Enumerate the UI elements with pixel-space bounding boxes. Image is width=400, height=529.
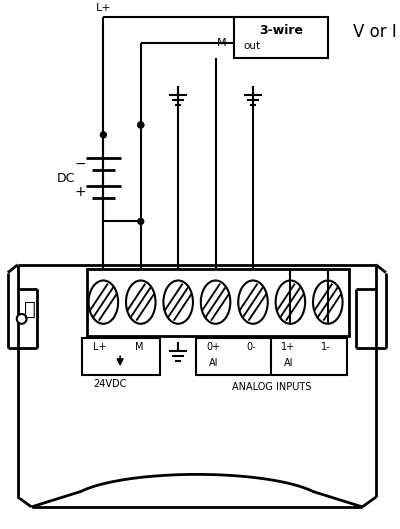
Text: 3-wire: 3-wire: [259, 24, 303, 37]
Ellipse shape: [276, 280, 305, 324]
Circle shape: [100, 132, 106, 138]
Text: 1-: 1-: [321, 342, 331, 352]
Circle shape: [17, 314, 26, 324]
Circle shape: [138, 122, 144, 128]
Text: AI: AI: [284, 358, 293, 368]
Ellipse shape: [164, 280, 193, 324]
Bar: [82, 338, 160, 375]
Ellipse shape: [238, 280, 268, 324]
Ellipse shape: [313, 280, 342, 324]
Text: V or I: V or I: [353, 23, 397, 41]
Text: DC: DC: [57, 171, 75, 185]
Text: 0-: 0-: [246, 342, 256, 352]
Ellipse shape: [126, 280, 156, 324]
Text: M: M: [134, 342, 143, 352]
Circle shape: [138, 122, 144, 128]
Text: Ⓢ: Ⓢ: [24, 299, 36, 318]
Text: AI: AI: [209, 358, 218, 368]
Bar: [271, 338, 348, 375]
Text: 1+: 1+: [281, 342, 296, 352]
Text: 24VDC: 24VDC: [94, 379, 127, 389]
Bar: [196, 338, 273, 375]
Text: out: out: [244, 41, 260, 51]
Text: ANALOG INPUTS: ANALOG INPUTS: [232, 382, 311, 392]
Bar: [234, 16, 328, 58]
Text: L+: L+: [93, 342, 106, 352]
Text: +: +: [75, 185, 86, 199]
Text: −: −: [75, 157, 86, 171]
Ellipse shape: [201, 280, 230, 324]
Bar: [87, 269, 350, 335]
Text: M: M: [217, 38, 226, 48]
Text: 0+: 0+: [206, 342, 221, 352]
Circle shape: [138, 218, 144, 224]
Ellipse shape: [88, 280, 118, 324]
Text: L+: L+: [96, 3, 111, 13]
